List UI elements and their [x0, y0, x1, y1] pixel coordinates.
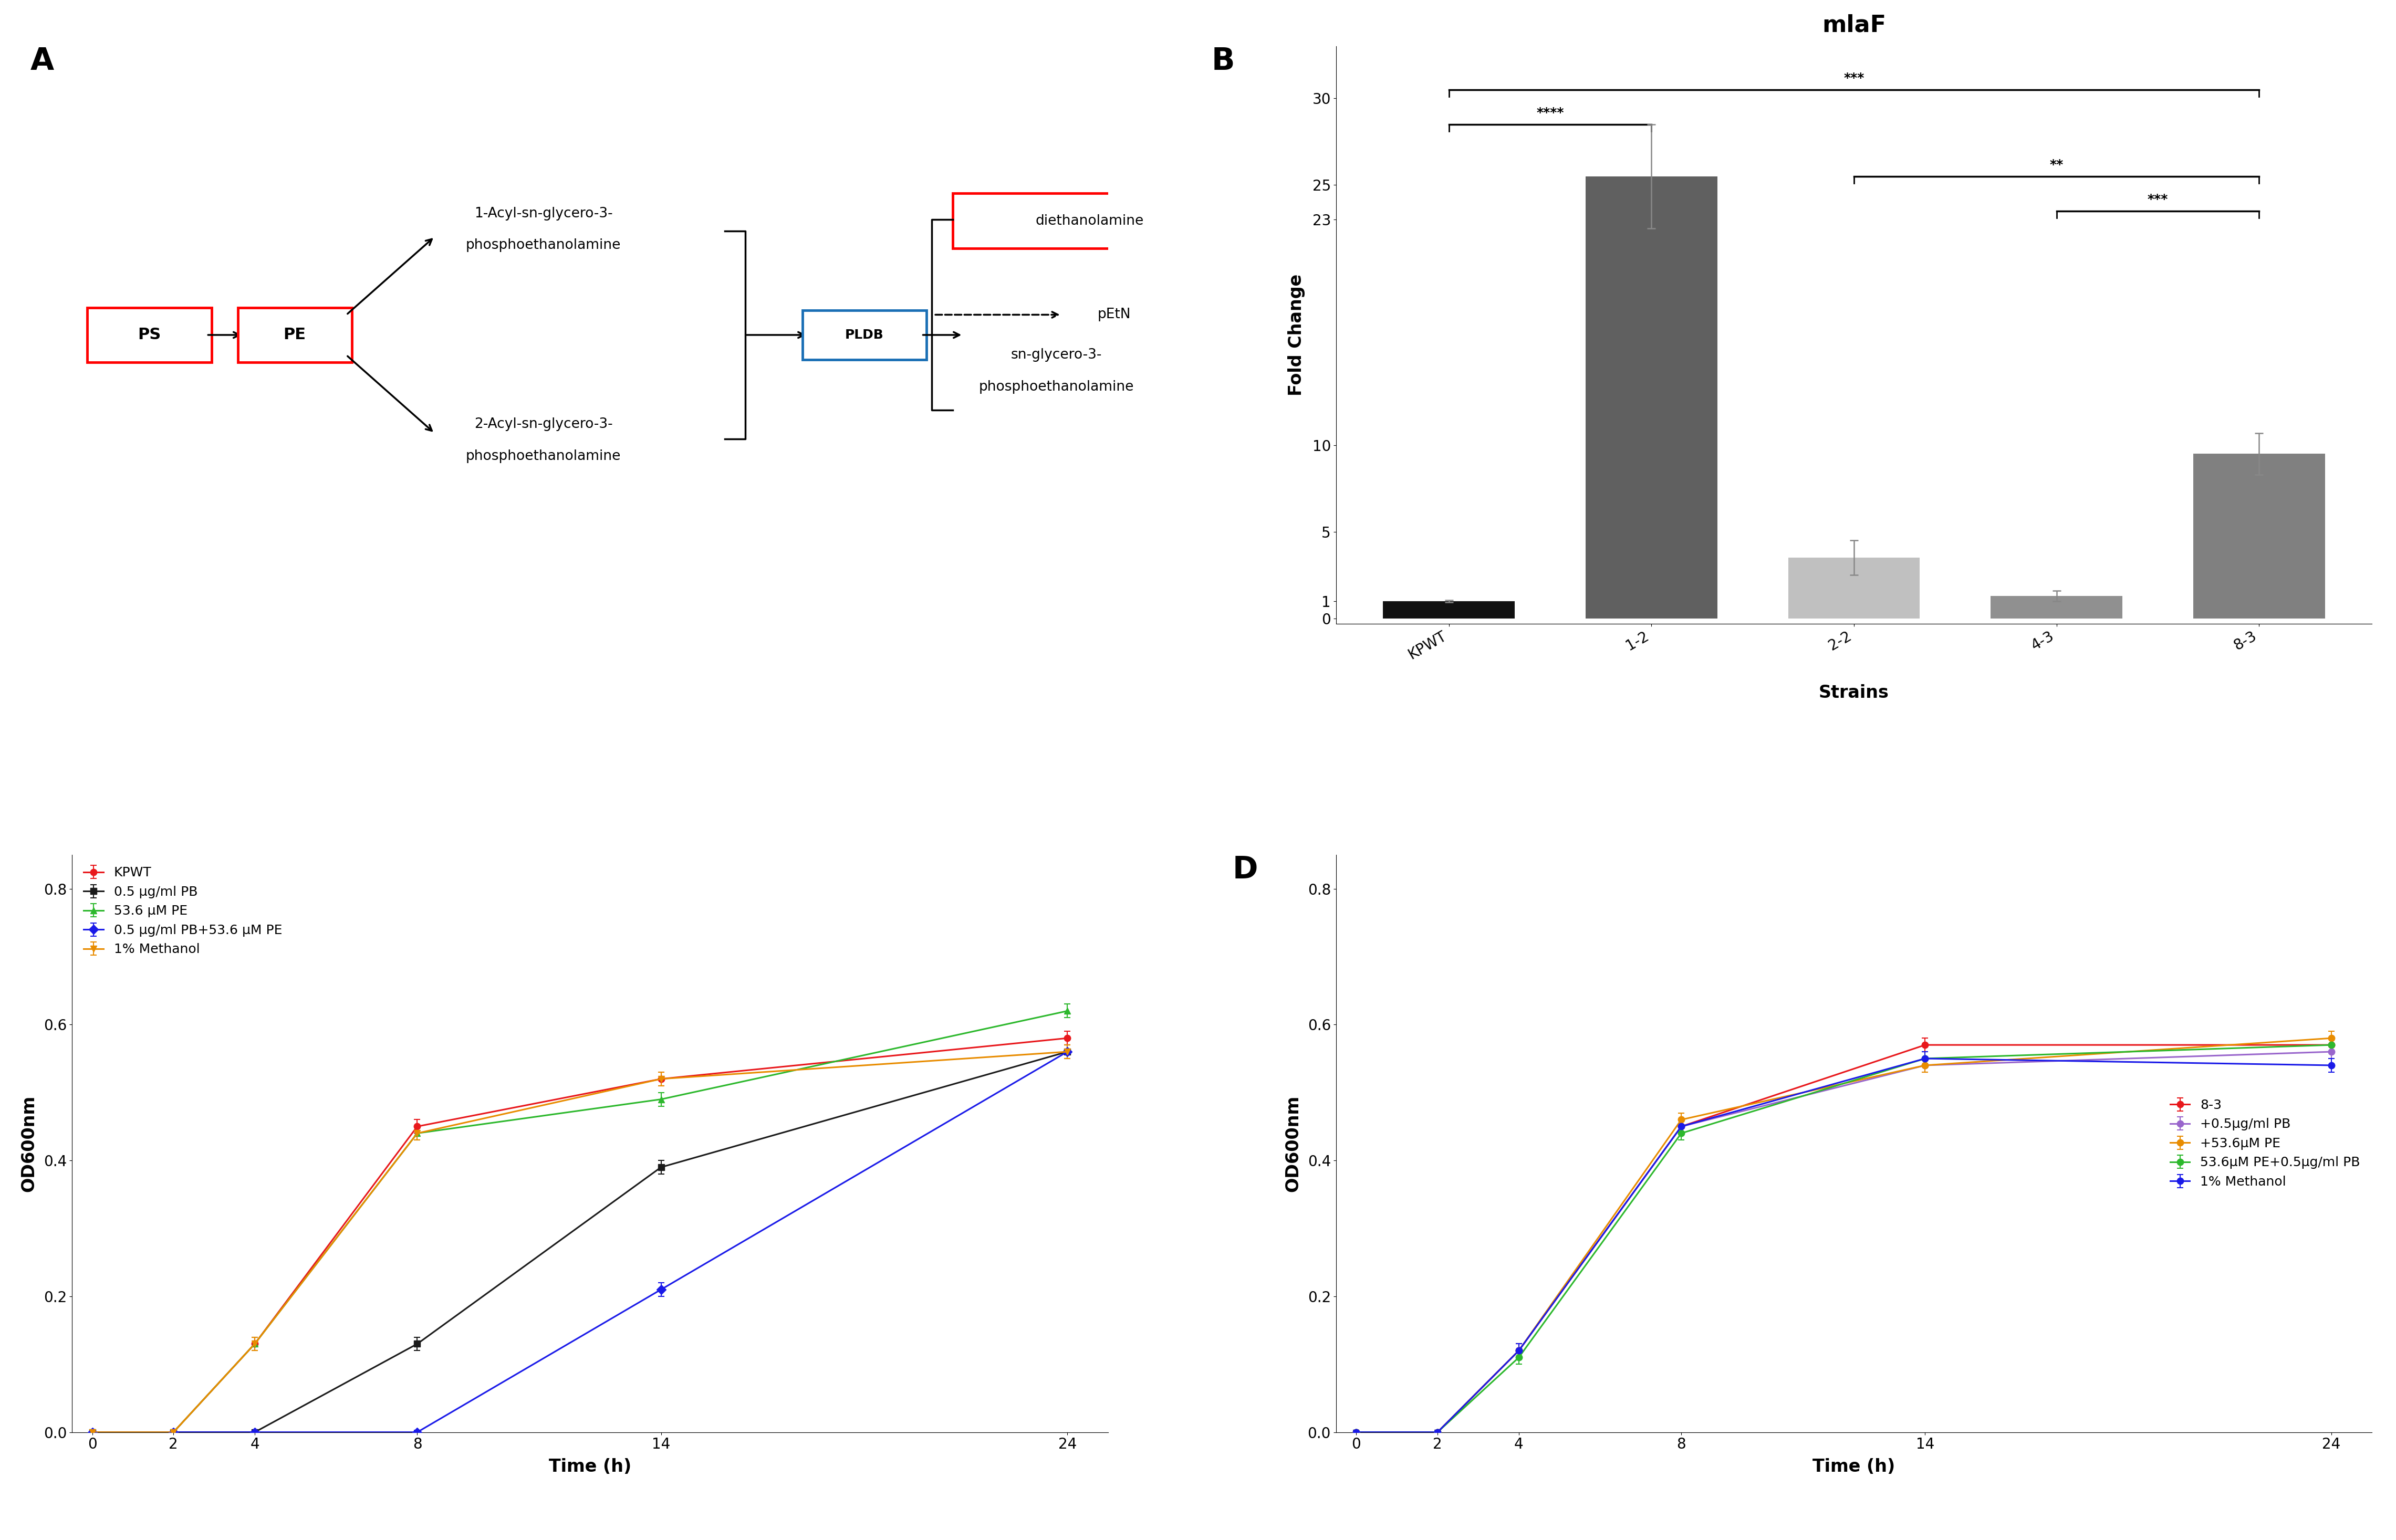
- Bar: [1382, 601, 1514, 619]
- Text: PS: PS: [139, 328, 161, 342]
- Text: phosphoethanolamine: phosphoethanolamine: [465, 450, 621, 464]
- Y-axis label: OD600nm: OD600nm: [1284, 1095, 1301, 1192]
- Text: PE: PE: [283, 328, 307, 342]
- Bar: [2192, 454, 2324, 619]
- Text: D: D: [1232, 855, 1258, 884]
- Text: pEtN: pEtN: [1097, 308, 1131, 322]
- Text: ***: ***: [2147, 192, 2168, 206]
- Bar: [1787, 557, 1919, 619]
- FancyBboxPatch shape: [86, 308, 211, 362]
- Text: 1-Acyl-sn-glycero-3-: 1-Acyl-sn-glycero-3-: [474, 206, 613, 220]
- Legend: 8-3, +0.5μg/ml PB, +53.6μM PE, 53.6μM PE+0.5μg/ml PB, 1% Methanol: 8-3, +0.5μg/ml PB, +53.6μM PE, 53.6μM PE…: [2166, 1093, 2365, 1194]
- Text: **: **: [2049, 159, 2063, 171]
- Text: PLDB: PLDB: [846, 328, 884, 342]
- Text: phosphoethanolamine: phosphoethanolamine: [465, 239, 621, 253]
- Text: sn-glycero-3-: sn-glycero-3-: [1011, 348, 1102, 362]
- Y-axis label: Fold Change: Fold Change: [1287, 274, 1306, 396]
- X-axis label: Time (h): Time (h): [1814, 1458, 1895, 1475]
- X-axis label: Time (h): Time (h): [549, 1458, 630, 1475]
- Text: A: A: [31, 46, 55, 75]
- Text: diethanolamine: diethanolamine: [1035, 214, 1143, 228]
- Title: mlaF: mlaF: [1821, 14, 1886, 37]
- FancyBboxPatch shape: [954, 194, 1227, 248]
- Text: B: B: [1212, 46, 1234, 75]
- Legend: KPWT, 0.5 μg/ml PB, 53.6 μM PE, 0.5 μg/ml PB+53.6 μM PE, 1% Methanol: KPWT, 0.5 μg/ml PB, 53.6 μM PE, 0.5 μg/m…: [79, 861, 288, 961]
- Bar: [1586, 176, 1718, 619]
- Text: ***: ***: [1843, 72, 1864, 85]
- Y-axis label: OD600nm: OD600nm: [19, 1095, 38, 1192]
- Text: phosphoethanolamine: phosphoethanolamine: [978, 380, 1133, 394]
- Bar: [1991, 596, 2123, 619]
- Text: 2-Acyl-sn-glycero-3-: 2-Acyl-sn-glycero-3-: [474, 417, 613, 431]
- FancyBboxPatch shape: [237, 308, 352, 362]
- X-axis label: Strains: Strains: [1819, 684, 1888, 702]
- FancyBboxPatch shape: [803, 311, 927, 359]
- Text: ****: ****: [1536, 106, 1565, 119]
